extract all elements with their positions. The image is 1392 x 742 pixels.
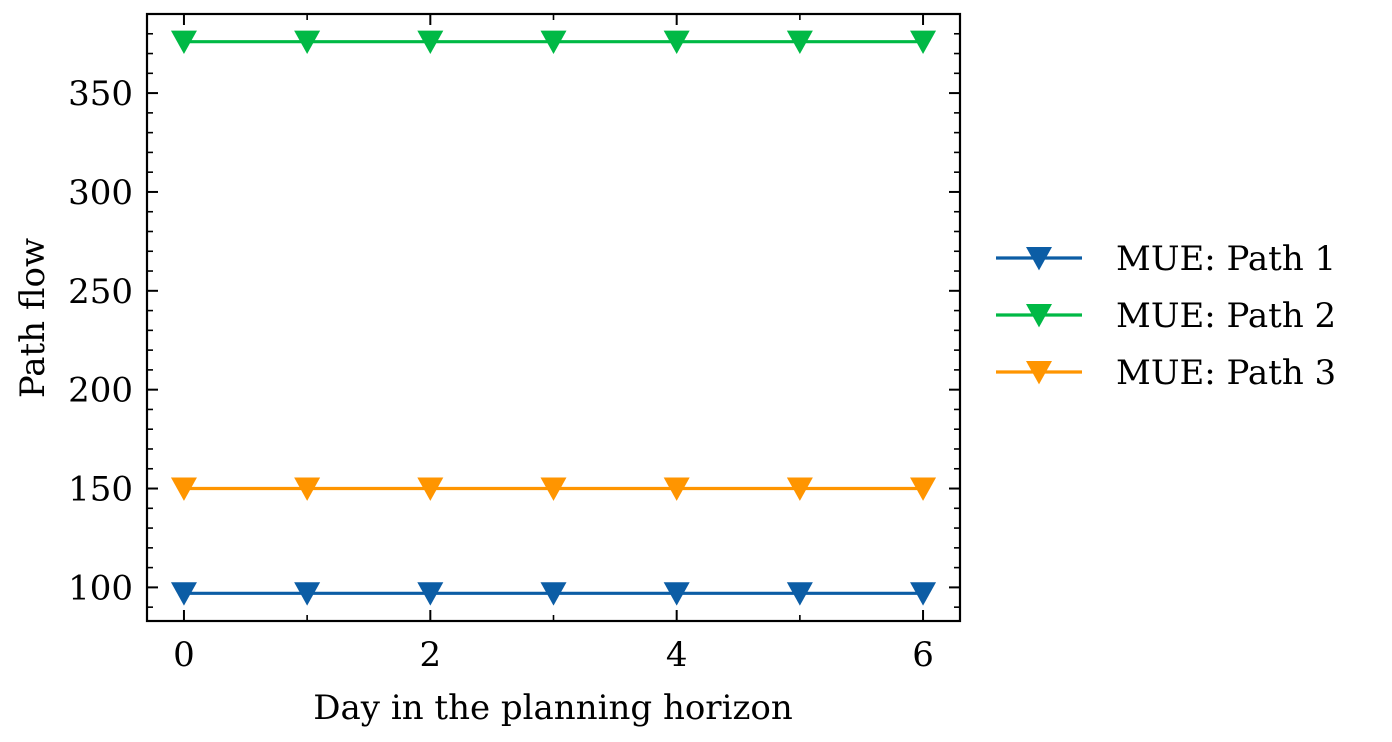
series-1 bbox=[170, 582, 937, 606]
data-point bbox=[663, 477, 690, 501]
data-point bbox=[910, 582, 937, 606]
x-tick-label: 6 bbox=[912, 635, 934, 675]
data-point bbox=[294, 477, 321, 501]
series-3 bbox=[170, 477, 937, 501]
y-tick-label: 350 bbox=[68, 74, 133, 114]
data-point bbox=[910, 30, 937, 55]
legend-item: MUE: Path 3 bbox=[996, 353, 1336, 393]
series-layer bbox=[170, 30, 937, 606]
data-point bbox=[417, 582, 444, 606]
data-point bbox=[417, 30, 444, 55]
y-tick-label: 200 bbox=[68, 371, 133, 411]
legend-label: MUE: Path 3 bbox=[1116, 353, 1336, 393]
data-point bbox=[663, 30, 690, 55]
data-point bbox=[910, 477, 937, 501]
data-point bbox=[540, 477, 567, 501]
x-tick-label: 2 bbox=[419, 635, 441, 675]
legend-marker bbox=[1026, 303, 1052, 328]
data-point bbox=[170, 477, 197, 501]
plot-frame bbox=[145, 12, 962, 623]
data-point bbox=[170, 30, 197, 55]
ticks-layer bbox=[147, 13, 960, 621]
legend-marker bbox=[1026, 360, 1052, 385]
legend-item: MUE: Path 2 bbox=[996, 296, 1336, 336]
x-tick-label: 4 bbox=[666, 635, 688, 675]
data-point bbox=[294, 582, 321, 606]
y-tick-label: 100 bbox=[68, 568, 133, 608]
data-point bbox=[540, 30, 567, 55]
legend-label: MUE: Path 2 bbox=[1116, 296, 1336, 336]
data-point bbox=[786, 30, 813, 55]
legend-marker bbox=[1026, 246, 1052, 271]
x-tick-label: 0 bbox=[173, 635, 195, 675]
data-point bbox=[294, 30, 321, 55]
legend: MUE: Path 1 MUE: Path 2 MUE: Path 3 bbox=[996, 239, 1336, 393]
tick-labels: 0 2 4 6 100 150 200 250 300 350 bbox=[68, 74, 934, 675]
legend-item: MUE: Path 1 bbox=[996, 239, 1336, 279]
data-point bbox=[663, 582, 690, 606]
x-axis-label: Day in the planning horizon bbox=[313, 688, 792, 728]
y-tick-label: 250 bbox=[68, 272, 133, 312]
legend-label: MUE: Path 1 bbox=[1116, 239, 1336, 279]
series-2 bbox=[170, 30, 937, 55]
data-point bbox=[417, 477, 444, 501]
y-tick-label: 150 bbox=[68, 470, 133, 510]
data-point bbox=[786, 477, 813, 501]
y-tick-label: 300 bbox=[68, 173, 133, 213]
data-point bbox=[540, 582, 567, 606]
data-point bbox=[170, 582, 197, 606]
data-point bbox=[786, 582, 813, 606]
y-axis-label: Path flow bbox=[13, 238, 53, 398]
